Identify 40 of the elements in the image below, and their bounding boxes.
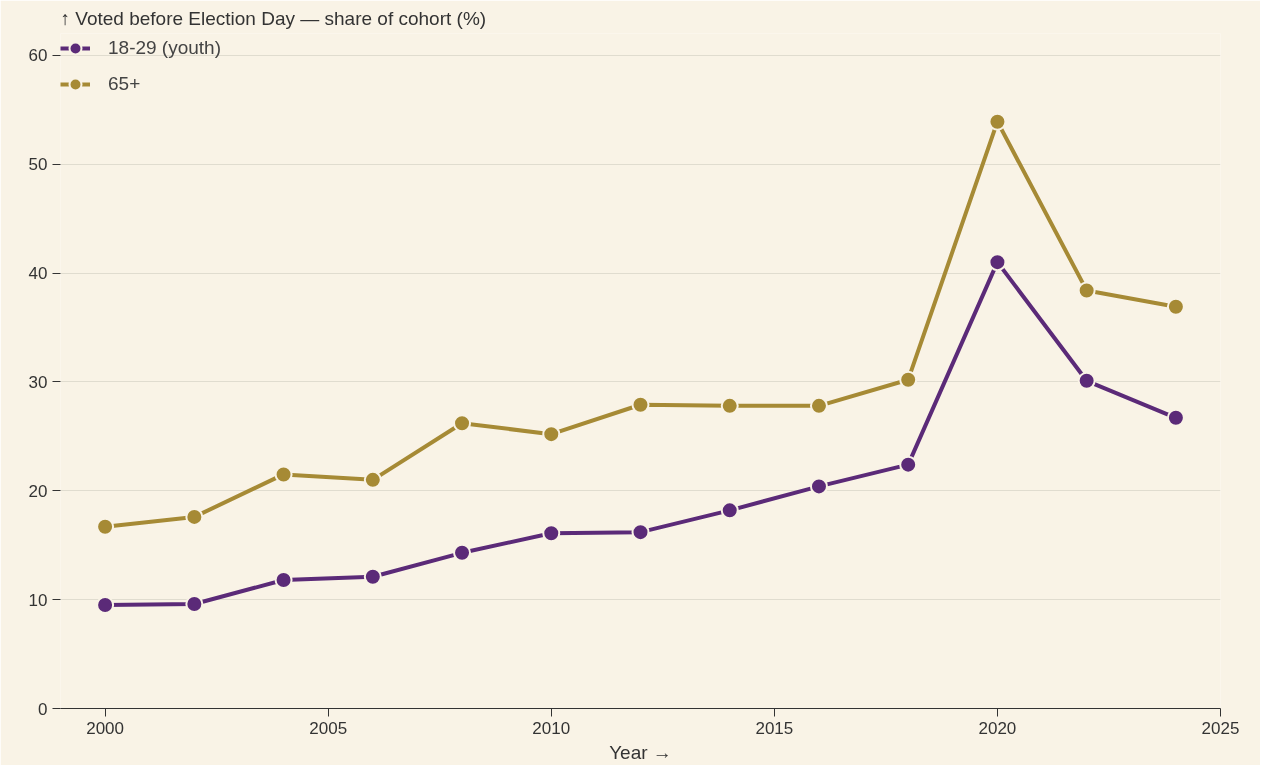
point [809,396,828,415]
point [1077,281,1096,300]
point [453,414,472,433]
point [363,470,382,489]
point [809,477,828,496]
legend-label: 18-29 (youth) [108,37,222,59]
y-tick-label: 20 [28,481,48,501]
y-tick-label: 40 [28,264,48,284]
x-tick-label: 2020 [978,718,1017,738]
y-tick-label: 60 [28,46,48,66]
y-axis-title: ↑ Voted before Election Day — share of cohort (%) [60,7,487,29]
y-tick-label: 30 [28,372,48,392]
point [542,425,561,444]
x-tick-label: 2005 [309,718,348,738]
y-tick-label: 50 [28,155,48,175]
point [453,543,472,562]
x-tick-label: 2025 [1201,718,1240,738]
point [96,517,115,536]
y-tick-label: 0 [38,699,48,719]
point [542,524,561,543]
point [720,396,739,415]
point [363,567,382,586]
point [631,395,650,414]
y-tick-label: 10 [28,590,48,610]
point [185,595,204,613]
legend-label: 65+ [108,73,141,95]
point [631,523,650,542]
point [899,370,918,389]
x-tick-label: 2000 [86,718,125,738]
point [1166,297,1185,316]
point [988,253,1007,272]
point [988,112,1007,131]
x-axis-title: Year → [609,741,672,763]
point [899,455,918,474]
point [720,501,739,520]
x-tick-label: 2010 [532,718,571,738]
point [1166,408,1185,427]
point [1077,371,1096,390]
x-tick-label: 2015 [755,718,794,738]
point [274,465,293,484]
